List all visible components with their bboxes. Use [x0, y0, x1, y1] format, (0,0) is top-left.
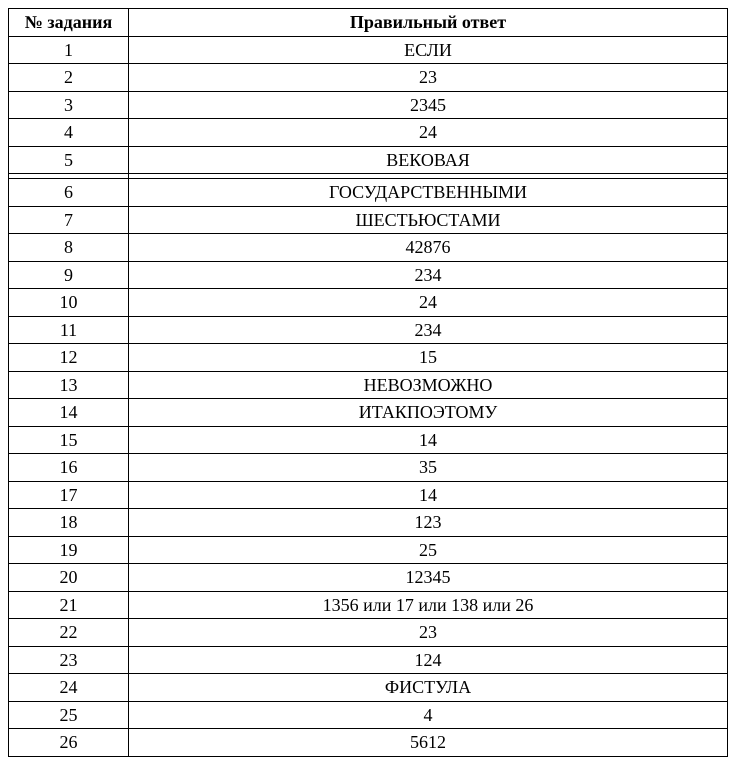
cell-num: 16: [9, 454, 129, 482]
table-row: 1ЕСЛИ: [9, 36, 728, 64]
cell-answer: 42876: [129, 234, 728, 262]
cell-num: 15: [9, 426, 129, 454]
table-row: 7ШЕСТЬЮСТАМИ: [9, 206, 728, 234]
table-row: 1635: [9, 454, 728, 482]
cell-num: 7: [9, 206, 129, 234]
cell-answer: ШЕСТЬЮСТАМИ: [129, 206, 728, 234]
table-row: 211356 или 17 или 138 или 26: [9, 591, 728, 619]
cell-num: 13: [9, 371, 129, 399]
cell-num: 26: [9, 729, 129, 757]
cell-answer: ГОСУДАРСТВЕННЫМИ: [129, 179, 728, 207]
cell-answer: 123: [129, 509, 728, 537]
cell-num: 6: [9, 179, 129, 207]
table-row: 1925: [9, 536, 728, 564]
cell-answer: ВЕКОВАЯ: [129, 146, 728, 174]
cell-num: 25: [9, 701, 129, 729]
table-row: 2223: [9, 619, 728, 647]
table-row: 2012345: [9, 564, 728, 592]
cell-answer: 1356 или 17 или 138 или 26: [129, 591, 728, 619]
cell-num: 5: [9, 146, 129, 174]
cell-num: 10: [9, 289, 129, 317]
table-row: 13НЕВОЗМОЖНО: [9, 371, 728, 399]
cell-num: 19: [9, 536, 129, 564]
cell-num: 11: [9, 316, 129, 344]
cell-answer: ИТАКПОЭТОМУ: [129, 399, 728, 427]
cell-num: 8: [9, 234, 129, 262]
cell-answer: ФИСТУЛА: [129, 674, 728, 702]
table-row: 5ВЕКОВАЯ: [9, 146, 728, 174]
cell-num: 18: [9, 509, 129, 537]
table-row: 11234: [9, 316, 728, 344]
cell-answer: 24: [129, 119, 728, 147]
cell-answer: 15: [129, 344, 728, 372]
table-row: 6ГОСУДАРСТВЕННЫМИ: [9, 179, 728, 207]
cell-answer: 14: [129, 481, 728, 509]
cell-num: 1: [9, 36, 129, 64]
table-row: 254: [9, 701, 728, 729]
table-row: 14ИТАКПОЭТОМУ: [9, 399, 728, 427]
cell-num: 9: [9, 261, 129, 289]
cell-answer: ЕСЛИ: [129, 36, 728, 64]
table-row: 1714: [9, 481, 728, 509]
table-row: 23124: [9, 646, 728, 674]
table-row: 1514: [9, 426, 728, 454]
table-row: 18123: [9, 509, 728, 537]
cell-answer: НЕВОЗМОЖНО: [129, 371, 728, 399]
cell-num: 4: [9, 119, 129, 147]
cell-num: 20: [9, 564, 129, 592]
cell-answer: 24: [129, 289, 728, 317]
cell-answer: 12345: [129, 564, 728, 592]
cell-num: 22: [9, 619, 129, 647]
header-num: № задания: [9, 9, 129, 37]
header-answer: Правильный ответ: [129, 9, 728, 37]
cell-num: 12: [9, 344, 129, 372]
answers-table: № задания Правильный ответ 1ЕСЛИ22332345…: [8, 8, 728, 757]
cell-num: 21: [9, 591, 129, 619]
cell-answer: 234: [129, 316, 728, 344]
cell-answer: 14: [129, 426, 728, 454]
table-row: 9234: [9, 261, 728, 289]
cell-answer: 35: [129, 454, 728, 482]
table-row: 24ФИСТУЛА: [9, 674, 728, 702]
cell-num: 14: [9, 399, 129, 427]
cell-num: 3: [9, 91, 129, 119]
table-row: 265612: [9, 729, 728, 757]
table-row: 223: [9, 64, 728, 92]
answers-table-wrapper: № задания Правильный ответ 1ЕСЛИ22332345…: [8, 8, 728, 757]
table-row: 1024: [9, 289, 728, 317]
cell-num: 17: [9, 481, 129, 509]
cell-answer: 2345: [129, 91, 728, 119]
table-row: 424: [9, 119, 728, 147]
table-row: 1215: [9, 344, 728, 372]
table-row: 842876: [9, 234, 728, 262]
cell-answer: 23: [129, 619, 728, 647]
cell-answer: 23: [129, 64, 728, 92]
cell-answer: 124: [129, 646, 728, 674]
cell-num: 2: [9, 64, 129, 92]
cell-num: 24: [9, 674, 129, 702]
table-row: 32345: [9, 91, 728, 119]
cell-num: 23: [9, 646, 129, 674]
cell-answer: 25: [129, 536, 728, 564]
cell-answer: 4: [129, 701, 728, 729]
cell-answer: 234: [129, 261, 728, 289]
cell-answer: 5612: [129, 729, 728, 757]
header-row: № задания Правильный ответ: [9, 9, 728, 37]
